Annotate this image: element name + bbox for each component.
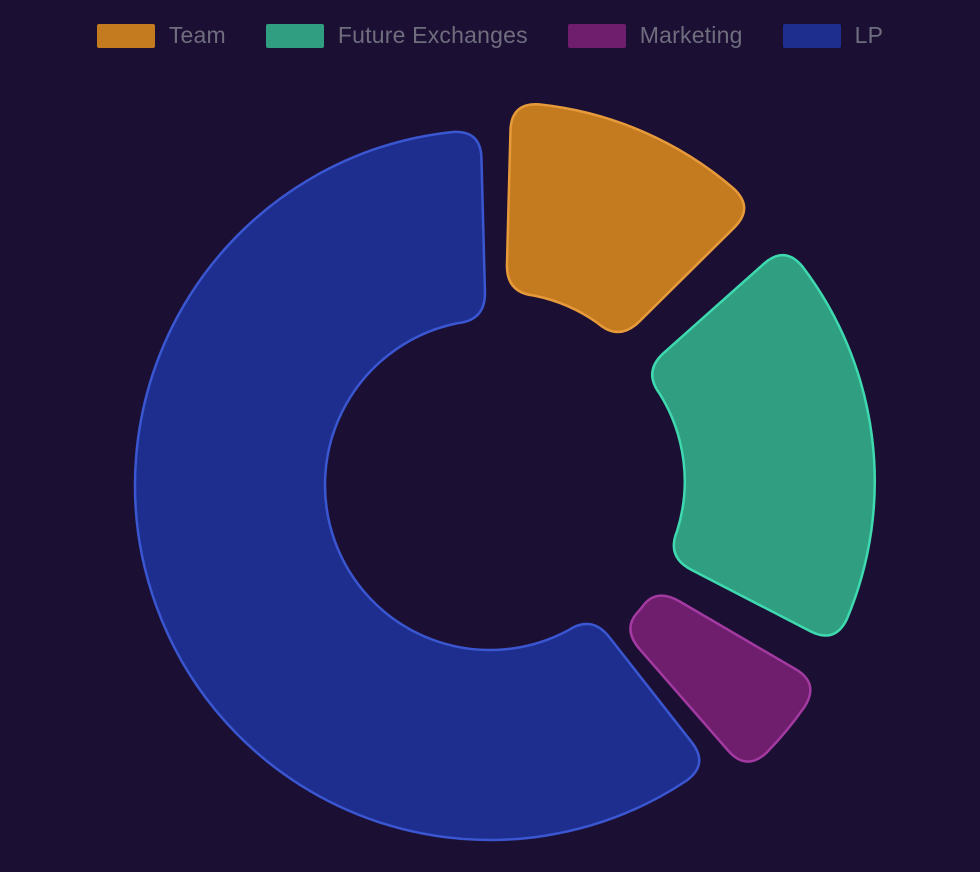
donut-slice-future-exchanges[interactable] [652,255,875,635]
donut-slice-team[interactable] [507,104,744,332]
donut-chart [0,0,980,872]
